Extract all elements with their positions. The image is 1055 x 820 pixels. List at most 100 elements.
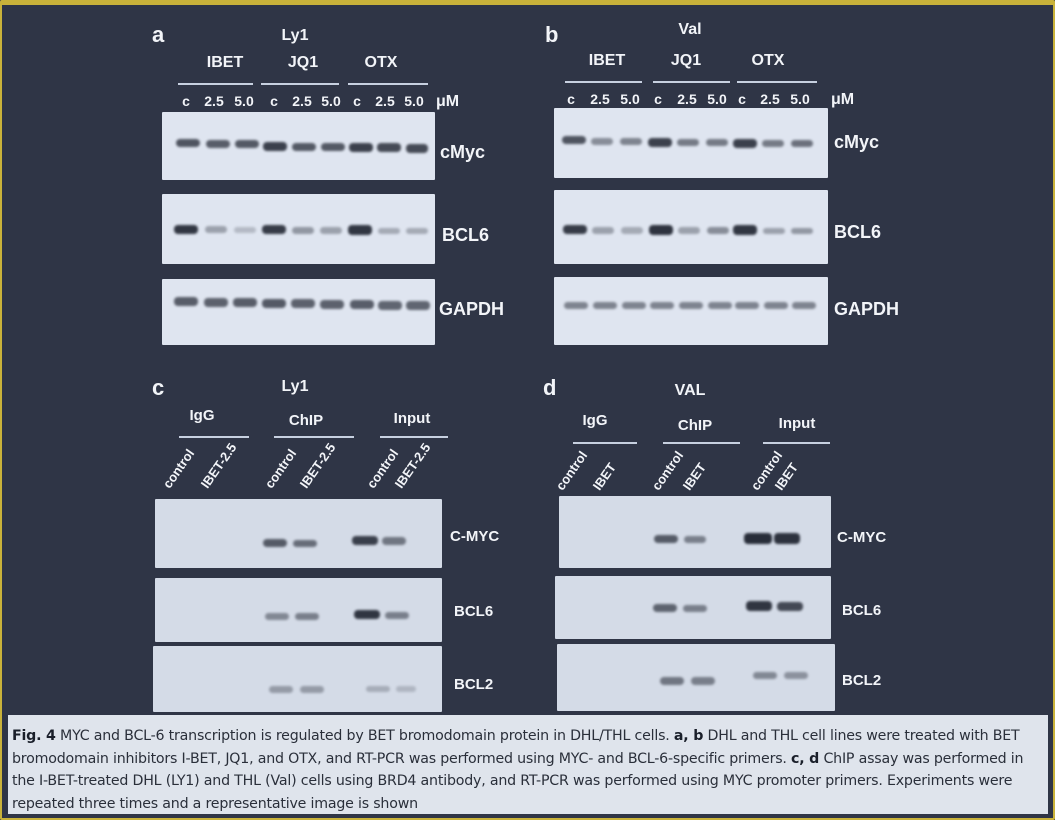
panel-b-lane: 5.0 [620, 91, 640, 107]
gel-band [591, 138, 613, 145]
gel-band [320, 300, 344, 309]
gel-band [321, 143, 345, 151]
panel-c-lane: IBET-2.5 [391, 440, 434, 491]
gel-band [348, 225, 372, 235]
panel-d-lane: IBET [679, 460, 709, 493]
panel-d-gel-cmyc [559, 496, 831, 568]
panel-a-lane: c [182, 93, 190, 109]
gel-band [791, 228, 813, 234]
panel-c-gel-cmyc [155, 499, 442, 568]
gel-band [174, 225, 198, 234]
gel-band [291, 299, 315, 308]
gel-band [708, 302, 732, 309]
panel-b-lane: 2.5 [760, 91, 780, 107]
panel-c-rule-chip [274, 436, 354, 438]
gel-band [366, 686, 390, 692]
panel-b-gel-gapdh [554, 277, 828, 345]
gel-band [648, 138, 672, 147]
panel-c-lane: IBET-2.5 [197, 440, 240, 491]
gel-band [753, 672, 777, 679]
gel-band [784, 672, 808, 679]
gel-band [744, 533, 772, 544]
gel-band [204, 298, 228, 307]
panel-a-unit: μM [436, 93, 460, 110]
panel-c-label: c [152, 375, 165, 400]
panel-a-rule-jq1 [261, 83, 339, 85]
gel-band [350, 300, 374, 309]
panel-a-group-jq1: JQ1 [287, 54, 319, 71]
gel-band [592, 227, 614, 234]
gel-band [654, 535, 678, 543]
gel-band [684, 536, 706, 543]
gel-band [691, 677, 715, 685]
gel-band [650, 302, 674, 309]
gel-band [622, 302, 646, 309]
gel-band [683, 605, 707, 612]
gel-band [233, 298, 257, 307]
panel-d-lane: IBET [589, 460, 619, 493]
gel-band [235, 140, 259, 148]
panel-b-unit: μM [831, 91, 855, 108]
panel-c-lane: control [159, 446, 198, 491]
panel-c-group-igg: IgG [189, 407, 215, 424]
gel-band [406, 144, 428, 153]
gel-band [733, 225, 757, 235]
gel-band [762, 140, 784, 147]
caption-text-2: DHL and THL cell lines were treated with… [12, 728, 1020, 767]
panel-d-gel-label-bcl6: BCL6 [842, 602, 882, 619]
panel-a-lane: 2.5 [292, 93, 312, 109]
gel-band [382, 537, 406, 545]
panel-d-gel-bcl2 [557, 644, 835, 711]
panel-b-rule-ibet [565, 81, 642, 83]
panel-b-label: b [545, 22, 559, 47]
caption-text-3: ChIP assay was performed in the I-BET-tr… [12, 750, 1024, 812]
gel-band [378, 228, 400, 234]
gel-band [593, 302, 617, 309]
panel-b-group-otx: OTX [751, 52, 785, 69]
gel-band [679, 302, 703, 309]
panel-a-lane: 5.0 [321, 93, 341, 109]
panel-b-lane: c [567, 91, 575, 107]
panel-c-lane: IBET-2.5 [296, 440, 339, 491]
panel-d-group-input: Input [778, 415, 816, 432]
panel-a-group-ibet: IBET [206, 54, 244, 71]
panel-a-lane: 5.0 [234, 93, 254, 109]
panel-b-group-ibet: IBET [588, 52, 626, 69]
gel-band [653, 604, 677, 612]
gel-band [378, 301, 402, 310]
gel-band [262, 299, 286, 308]
panel-b-gel-label-bcl6: BCL6 [834, 222, 882, 242]
gel-band [660, 677, 684, 685]
gel-band [300, 686, 324, 693]
panel-a-rule-ibet [178, 83, 253, 85]
panel-a-lane: c [353, 93, 361, 109]
panel-a-gel-cmyc [162, 112, 435, 180]
gel-band [377, 143, 401, 152]
panel-a-gel-label-bcl6: BCL6 [442, 225, 490, 245]
panel-c-gel-bcl6 [155, 578, 442, 642]
gel-band [764, 302, 788, 309]
panel-c-rule-input [380, 436, 448, 438]
gel-band [292, 227, 314, 234]
caption-panels-ab: a, b [673, 728, 704, 744]
panel-d-label: d [543, 375, 557, 400]
panel-a-gel-bcl6 [162, 194, 435, 264]
caption-text-1: MYC and BCL-6 transcription is regulated… [55, 728, 674, 744]
gel-band [621, 227, 643, 234]
panel-d-rule-chip [663, 442, 740, 444]
gel-band [706, 139, 728, 146]
panel-d-lane: control [552, 448, 591, 493]
gel-band [735, 302, 759, 309]
panel-b-lane: 5.0 [790, 91, 810, 107]
gel-band [263, 142, 287, 151]
gel-band [295, 613, 319, 620]
gel-band [206, 140, 230, 148]
panel-b-group-jq1: JQ1 [670, 52, 702, 69]
gel-band [293, 540, 317, 547]
gel-band [791, 140, 813, 147]
panel-b-gel-cmyc [554, 108, 828, 178]
gel-band [385, 612, 409, 619]
panel-b-gel-bcl6 [554, 190, 828, 264]
gel-band [774, 533, 800, 544]
panel-a-lane: 2.5 [375, 93, 395, 109]
